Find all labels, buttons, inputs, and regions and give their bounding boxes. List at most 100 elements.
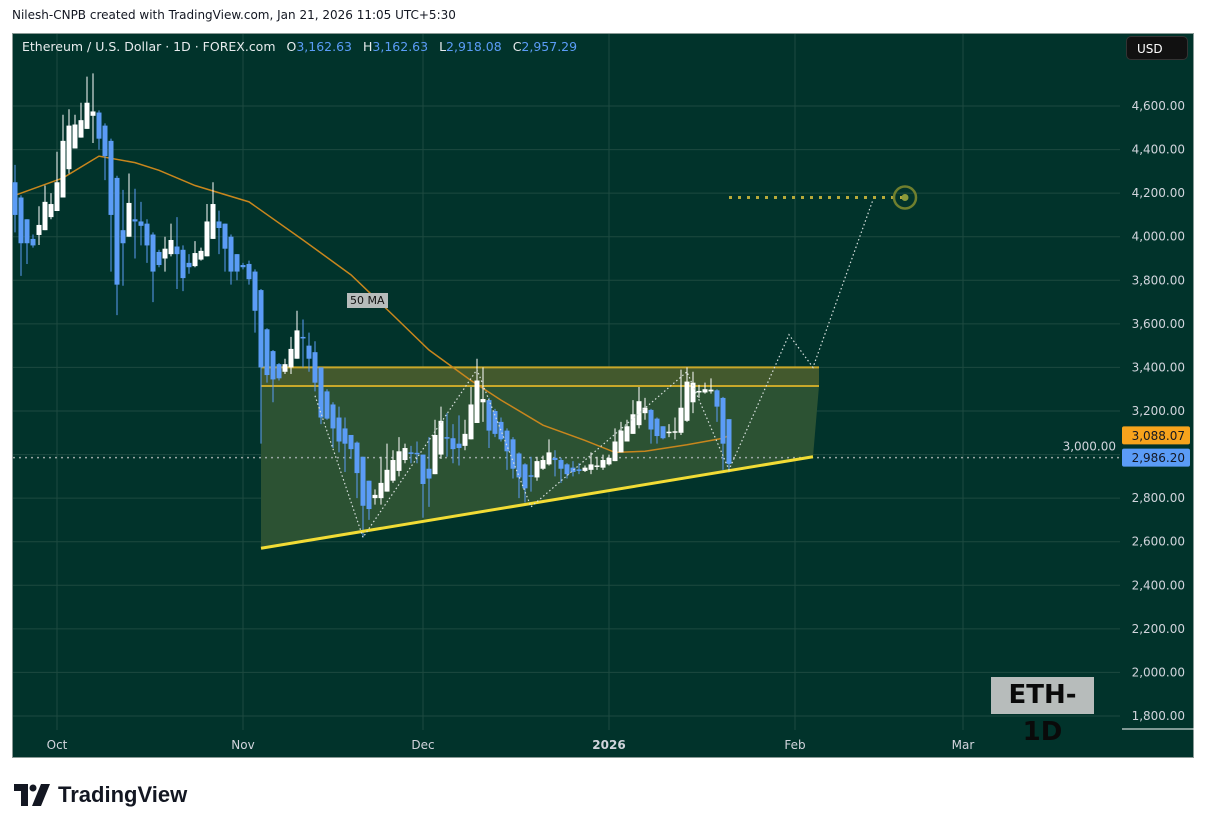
- candle-up: [588, 464, 594, 470]
- candle-up: [378, 482, 384, 499]
- candle-up: [372, 494, 378, 499]
- time-tick-label: Dec: [411, 738, 434, 752]
- candle-up: [582, 467, 588, 471]
- candle-down: [414, 452, 420, 455]
- price-badge-ma: [1122, 426, 1190, 445]
- close-label: C: [512, 39, 522, 54]
- time-tick-label: Nov: [231, 738, 254, 752]
- candle-up: [294, 330, 300, 359]
- candle-down: [276, 364, 282, 379]
- candle-down: [12, 182, 18, 215]
- price-badge-label: 2,986.20: [1132, 451, 1185, 465]
- candle-down: [144, 223, 150, 246]
- symbol-title: Ethereum / U.S. Dollar · 1D · FOREX.com: [22, 39, 276, 54]
- candle-down: [18, 197, 24, 244]
- candle-up: [690, 382, 696, 403]
- candle-down: [504, 430, 510, 452]
- price-tick-label: 4,600.00: [1132, 99, 1185, 113]
- candle-down: [108, 140, 114, 215]
- candle-down: [444, 437, 450, 439]
- candle-down: [522, 464, 528, 489]
- candle-down: [576, 469, 582, 471]
- candle-up: [396, 451, 402, 471]
- time-tick-label: 2026: [592, 738, 625, 752]
- candle-down: [366, 480, 372, 510]
- candle-down: [528, 475, 534, 477]
- candle-up: [402, 448, 408, 461]
- price-tick-label: 4,400.00: [1132, 143, 1185, 157]
- candles: [12, 73, 732, 538]
- candle-up: [168, 239, 174, 255]
- symbol-legend: Ethereum / U.S. Dollar · 1D · FOREX.com …: [22, 39, 577, 54]
- candle-up: [90, 111, 96, 116]
- tradingview-logo-icon: [14, 784, 50, 806]
- candle-up: [474, 380, 480, 423]
- candle-up: [36, 224, 42, 235]
- candle-up: [546, 452, 552, 465]
- candle-down: [96, 112, 102, 139]
- candle-down: [120, 230, 126, 244]
- candle-down: [258, 290, 264, 368]
- candle-down: [336, 417, 342, 442]
- price-tick-label: 3,000.00: [1063, 440, 1116, 454]
- candle-up: [678, 407, 684, 433]
- candle-down: [264, 329, 270, 376]
- candle-down: [426, 468, 432, 479]
- candle-up: [78, 120, 84, 138]
- candle-down: [660, 426, 666, 439]
- price-badge-label: 3,088.07: [1132, 429, 1185, 443]
- candle-down: [186, 262, 192, 268]
- candle-down: [330, 404, 336, 429]
- candle-down: [726, 419, 732, 464]
- price-tick-label: 4,000.00: [1132, 230, 1185, 244]
- tradingview-logo[interactable]: TradingView: [14, 782, 187, 808]
- candle-up: [162, 248, 168, 259]
- candle-down: [354, 442, 360, 474]
- candle-up: [462, 433, 468, 446]
- time-axis: Oct Nov Dec 2026 Feb Mar: [47, 738, 975, 752]
- candle-up: [198, 250, 204, 260]
- candle-up: [84, 102, 90, 129]
- time-tick-label: Mar: [952, 738, 975, 752]
- candle-down: [450, 438, 456, 450]
- price-tick-label: 2,000.00: [1132, 665, 1185, 679]
- projection-path: [314, 199, 874, 539]
- candle-up: [54, 182, 60, 212]
- candle-down: [222, 223, 228, 249]
- candle-up: [210, 204, 216, 239]
- candle-up: [600, 460, 606, 468]
- candle-down: [180, 249, 186, 279]
- open-value: 3,162.63: [296, 39, 353, 54]
- candle-up: [480, 399, 486, 403]
- candle-up: [636, 401, 642, 426]
- price-tick-label: 4,200.00: [1132, 186, 1185, 200]
- candle-down: [570, 467, 576, 472]
- candle-down: [492, 411, 498, 434]
- candle-down: [486, 400, 492, 431]
- high-label: H: [363, 39, 373, 54]
- price-tick-label: 1,800.00: [1132, 709, 1185, 723]
- candle-up: [192, 253, 198, 267]
- ma-50-label: 50 MA: [347, 293, 388, 308]
- candle-up: [540, 460, 546, 469]
- price-tick-label: 3,600.00: [1132, 317, 1185, 331]
- candle-down: [150, 234, 156, 272]
- candle-down: [516, 453, 522, 478]
- candle-down: [312, 352, 318, 383]
- candle-down: [360, 456, 366, 506]
- candle-up: [48, 204, 54, 218]
- currency-button[interactable]: USD: [1126, 36, 1188, 60]
- candle-down: [348, 434, 354, 450]
- pattern-drawings: [13, 366, 1120, 549]
- candle-up: [390, 460, 396, 481]
- candle-down: [252, 271, 258, 311]
- candle-up: [126, 202, 132, 237]
- candle-down: [324, 391, 330, 419]
- candle-up: [630, 414, 636, 434]
- candle-up: [438, 420, 444, 455]
- chart-credit: Nilesh-CNPB created with TradingView.com…: [12, 8, 456, 22]
- projection-drawings: [260, 185, 918, 550]
- candle-up: [432, 434, 438, 475]
- tradingview-brand: TradingView: [58, 782, 188, 807]
